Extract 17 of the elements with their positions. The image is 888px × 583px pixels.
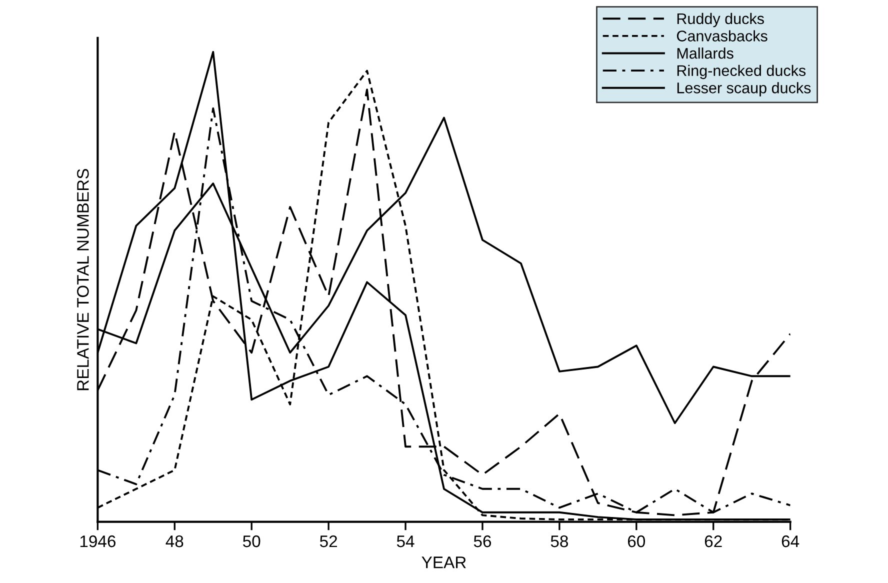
x-axis-title: YEAR xyxy=(422,556,466,568)
legend-label: Lesser scaup ducks xyxy=(677,82,811,96)
x-tick-label: 64 xyxy=(782,535,800,548)
x-tick-label: 58 xyxy=(550,535,568,548)
legend-label: Ruddy ducks xyxy=(677,12,764,28)
x-tick-label: 54 xyxy=(396,536,414,548)
legend-label: Mallards xyxy=(677,48,734,59)
x-tick-label: 50 xyxy=(243,535,260,548)
x-tick-label: 56 xyxy=(474,535,492,548)
legend-label: Canvasbacks xyxy=(676,30,768,42)
x-tick-label: 62 xyxy=(704,535,722,548)
x-tick-label: 1946 xyxy=(80,535,116,548)
legend-label: Ring-necked ducks xyxy=(677,64,806,80)
y-axis-title: RELATIVE TOTAL NUMBERS xyxy=(77,168,89,390)
x-tick-label: 52 xyxy=(320,535,337,548)
x-tick-label: 60 xyxy=(628,535,646,548)
x-tick-label: 48 xyxy=(166,535,184,548)
